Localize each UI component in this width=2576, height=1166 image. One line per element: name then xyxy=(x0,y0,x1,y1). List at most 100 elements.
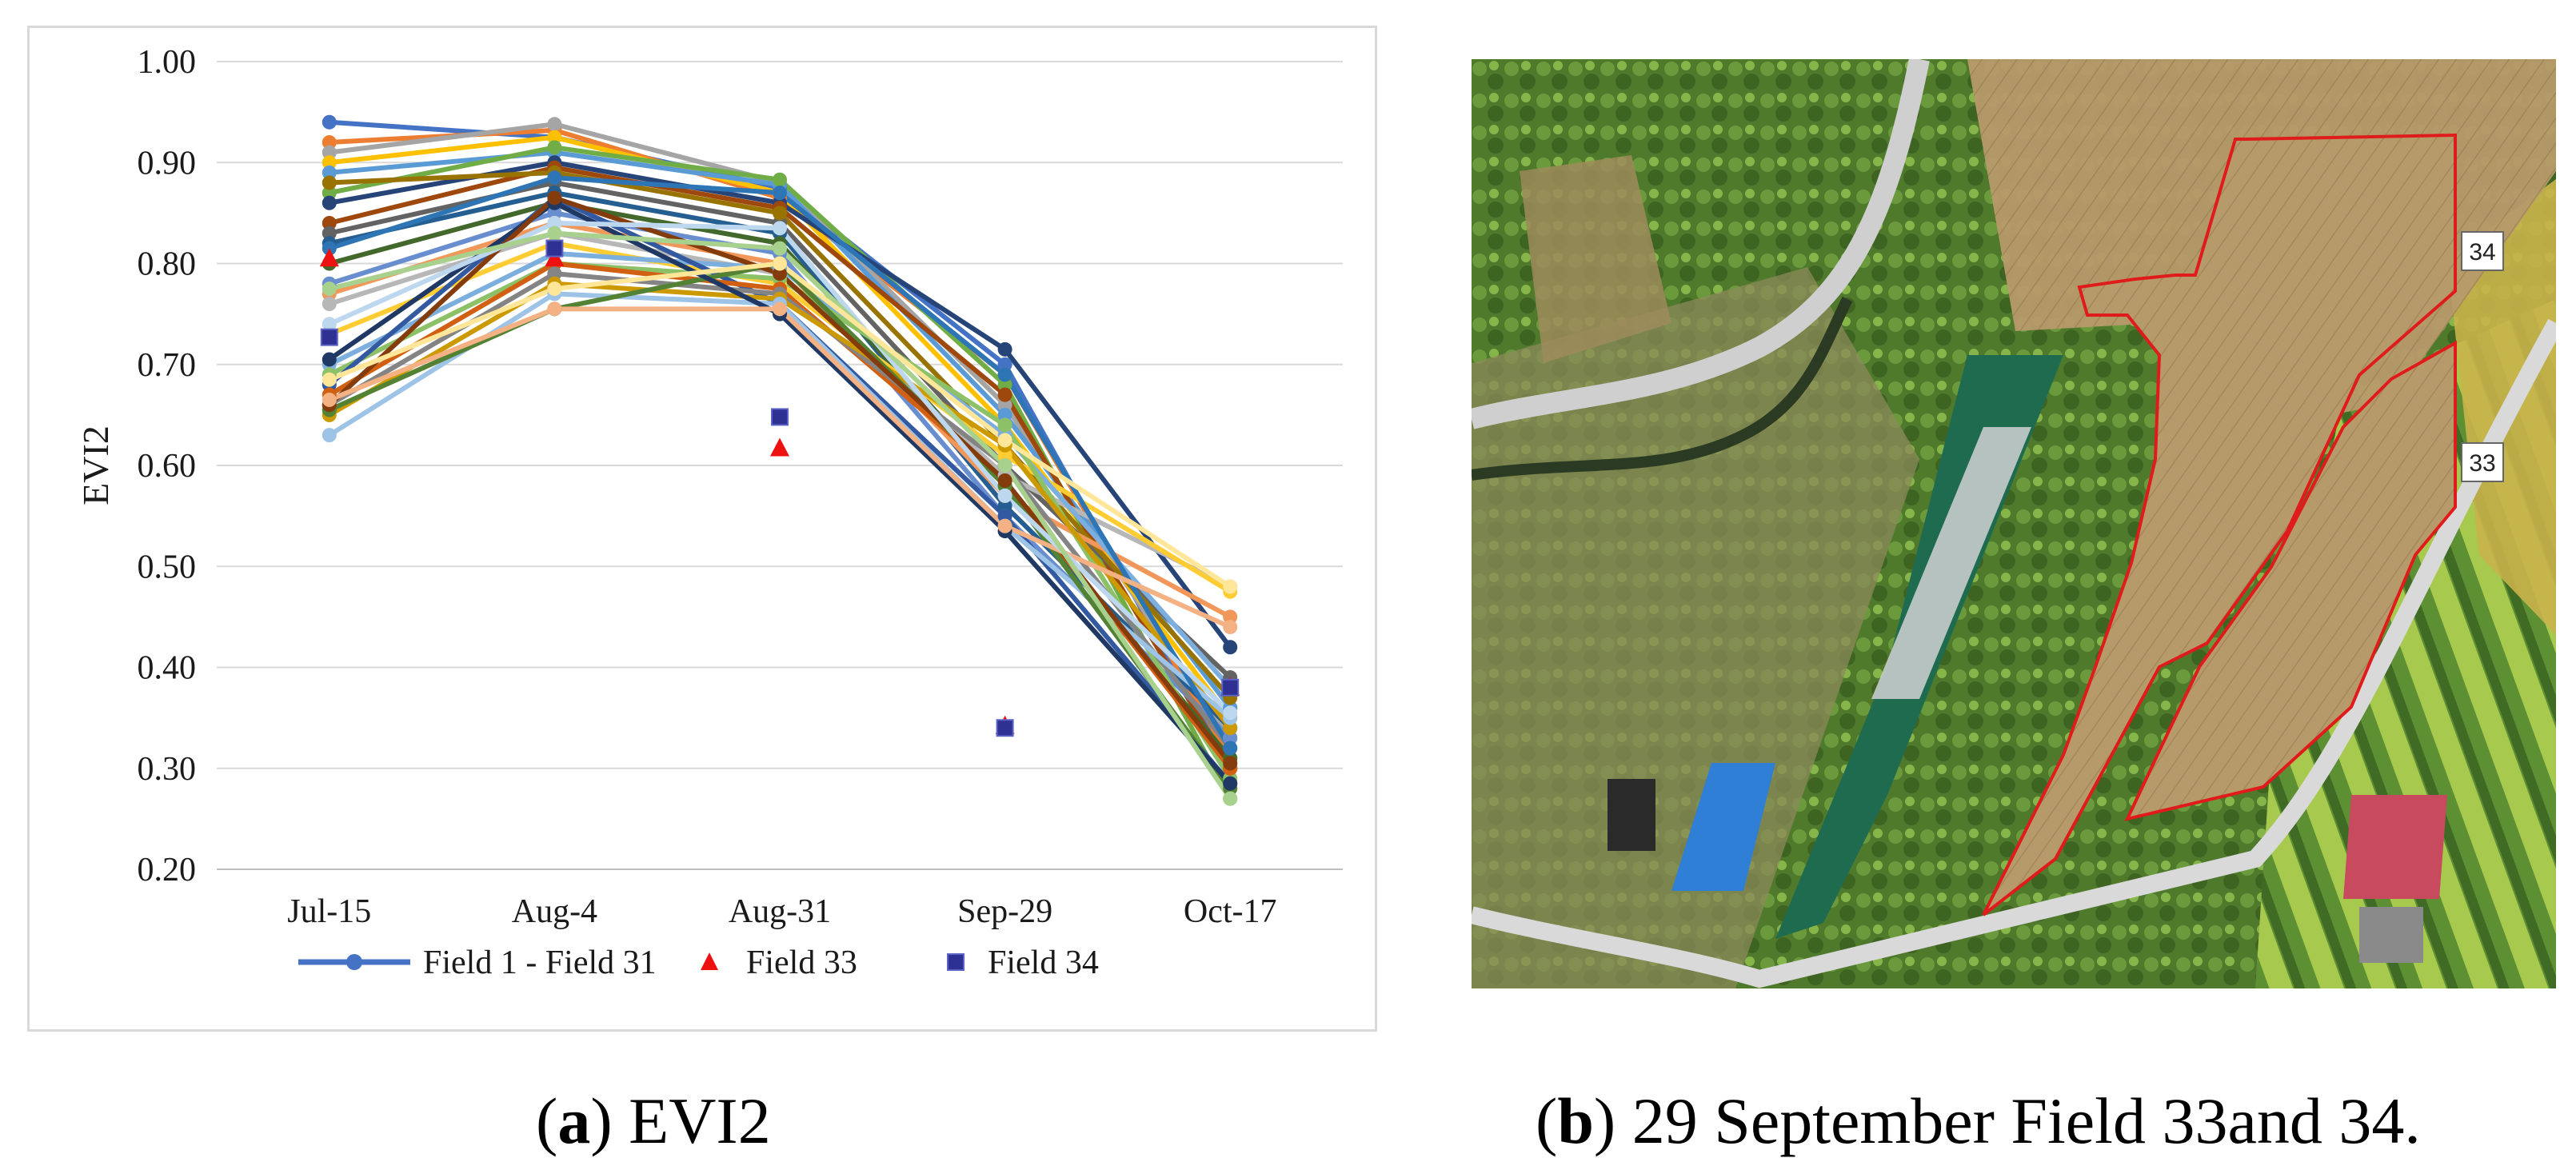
legend-swatch-square xyxy=(947,953,965,971)
red-roof-building xyxy=(2343,795,2447,899)
axes: 0.20 0.30 0.40 0.50 0.60 0.70 0.80 0.90 1.00 Jul-… xyxy=(75,44,1343,930)
legend-swatch-dot xyxy=(346,954,362,970)
series-line xyxy=(328,261,1232,770)
data-point xyxy=(322,155,337,170)
data-point xyxy=(773,301,787,317)
aerial-photo-drawing: 34 33 xyxy=(1472,59,2556,988)
caption-b-text: 29 September Field 33and 34. xyxy=(1615,1084,2421,1157)
chart-panel: 0.20 0.30 0.40 0.50 0.60 0.70 0.80 0.90 1.00 Jul-… xyxy=(27,26,1377,1032)
legend-label-field-33: Field 33 xyxy=(746,944,857,981)
series-line xyxy=(328,291,1232,720)
legend-label-fields: Field 1 - Field 31 xyxy=(423,944,657,981)
data-point xyxy=(773,172,787,187)
small-building xyxy=(2359,907,2423,963)
data-point xyxy=(997,387,1012,402)
data-point xyxy=(773,241,787,256)
y-tick-label: 0.30 xyxy=(138,751,197,788)
caption-a: (a) EVI2 xyxy=(536,1084,771,1157)
caption-b: (b) 29 September Field 33and 34. xyxy=(1536,1084,2421,1157)
data-point xyxy=(322,145,337,160)
data-point xyxy=(547,301,562,317)
data-point xyxy=(1223,579,1238,594)
data-point xyxy=(1223,776,1238,791)
data-point xyxy=(997,488,1012,503)
data-point xyxy=(773,221,787,236)
data-point xyxy=(322,114,337,130)
field-34-marker xyxy=(771,408,789,426)
legend: Field 1 - Field 31 Field 33 Field 34 xyxy=(298,944,1099,981)
data-point xyxy=(322,175,337,190)
data-point xyxy=(997,473,1012,488)
x-tick-label: Aug-31 xyxy=(729,893,831,930)
data-point xyxy=(997,433,1012,448)
data-point xyxy=(1223,620,1238,634)
data-point xyxy=(997,518,1012,533)
data-point xyxy=(773,266,787,282)
data-point xyxy=(547,117,562,132)
y-tick-label: 0.60 xyxy=(138,448,197,485)
road-bottom xyxy=(1472,318,2556,988)
data-point xyxy=(547,226,562,241)
legend-label-field-34: Field 34 xyxy=(988,944,1099,981)
data-point xyxy=(547,140,562,155)
data-point xyxy=(1223,741,1238,756)
data-point xyxy=(322,392,337,407)
greenhouse-clear xyxy=(1871,427,2031,699)
field-34-label: 34 xyxy=(2461,231,2504,271)
data-point xyxy=(997,341,1012,357)
data-point xyxy=(1223,609,1238,625)
field-34-marker xyxy=(1221,678,1240,697)
data-point xyxy=(773,206,787,221)
data-point xyxy=(1223,721,1238,736)
y-tick-label: 0.40 xyxy=(138,650,197,687)
y-axis-title: EVI2 xyxy=(75,425,116,505)
x-tick-label: Aug-4 xyxy=(512,893,597,930)
field-34-boundary xyxy=(1982,133,2457,916)
y-tick-label: 0.50 xyxy=(138,549,197,585)
y-tick-label: 0.80 xyxy=(138,246,197,283)
data-point xyxy=(322,226,337,241)
data-point xyxy=(547,190,562,206)
data-point xyxy=(547,266,562,282)
data-point xyxy=(773,186,787,201)
data-point xyxy=(547,206,562,221)
bare-slope xyxy=(1472,267,1919,988)
data-point xyxy=(1223,705,1238,721)
data-point xyxy=(322,195,337,210)
field-33-boundary xyxy=(2124,340,2457,821)
y-tick-label: 1.00 xyxy=(138,44,197,81)
field-33-marker xyxy=(545,248,565,267)
field-33-marker xyxy=(770,437,789,457)
field-33-label-text: 33 xyxy=(2469,450,2495,477)
field-34-marker xyxy=(320,328,338,346)
field-34-label-text: 34 xyxy=(2469,239,2495,266)
data-point xyxy=(1223,791,1238,806)
legend-swatch-triangle xyxy=(701,952,718,970)
x-tick-label: Sep-29 xyxy=(957,893,1052,930)
evi2-line-chart: 0.20 0.30 0.40 0.50 0.60 0.70 0.80 0.90 1.00 Jul-… xyxy=(75,44,1343,981)
caption-a-letter: a xyxy=(557,1084,591,1157)
outlier-markers xyxy=(319,239,1240,737)
data-point xyxy=(322,372,337,387)
greenhouse-blue xyxy=(1671,763,1775,891)
data-point xyxy=(322,317,337,332)
caption-a-text: EVI2 xyxy=(612,1084,771,1157)
data-point xyxy=(1223,730,1238,745)
field-34-marker xyxy=(545,239,564,258)
caption-b-letter: b xyxy=(1557,1084,1594,1157)
y-tick-label: 0.70 xyxy=(138,347,197,384)
data-point xyxy=(1223,640,1238,655)
data-point xyxy=(322,297,337,311)
series-markers xyxy=(322,114,1238,806)
data-point xyxy=(773,256,787,271)
data-point xyxy=(997,498,1012,513)
field-33-marker xyxy=(319,248,339,267)
shed xyxy=(1608,779,1655,851)
data-point xyxy=(322,165,337,180)
y-tick-label: 0.90 xyxy=(138,145,197,182)
data-point xyxy=(997,357,1012,372)
data-point xyxy=(997,377,1012,392)
data-point xyxy=(1223,756,1238,771)
data-point xyxy=(547,216,562,230)
field-33-label: 33 xyxy=(2461,442,2504,482)
